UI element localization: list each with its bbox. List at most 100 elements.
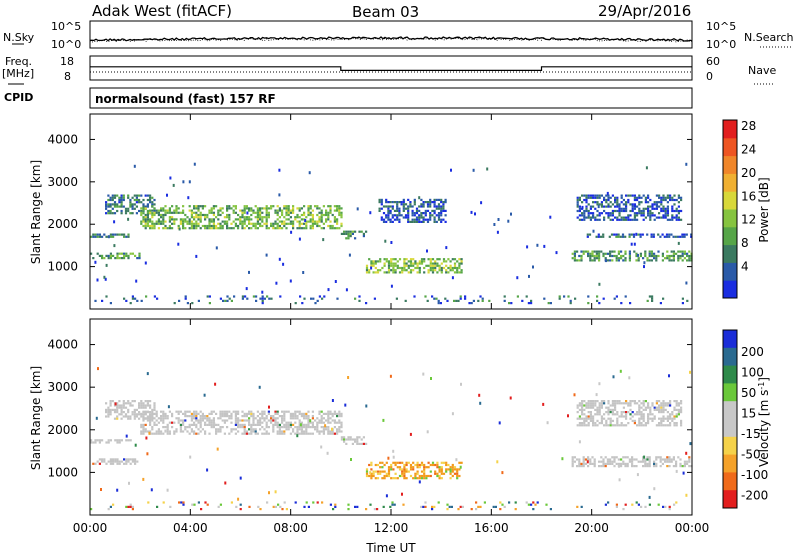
echo-cell <box>241 426 244 429</box>
echo-cell <box>453 299 456 302</box>
echo-cell <box>404 203 408 206</box>
echo-cell <box>583 216 586 219</box>
echo-cell <box>234 205 237 208</box>
echo-cell <box>382 220 386 223</box>
echo-cell <box>164 415 167 418</box>
echo-cell <box>226 415 229 418</box>
echo-cell <box>607 408 610 411</box>
echo-cell <box>420 205 423 208</box>
echo-cell <box>263 297 266 300</box>
echo-cell <box>415 212 419 215</box>
echo-cell <box>162 220 165 223</box>
echo-cell <box>314 205 317 208</box>
echo-cell <box>155 430 158 433</box>
echo-cell <box>638 203 641 206</box>
echo-cell <box>204 213 207 217</box>
echo-cell <box>298 428 301 431</box>
echo-cell <box>677 254 680 258</box>
echo-cell <box>653 252 656 255</box>
echo-cell <box>314 302 317 305</box>
echo-cell <box>607 424 610 427</box>
echo-cell <box>360 438 363 441</box>
noise-panel-frame <box>89 20 693 49</box>
echo-cell <box>589 257 592 260</box>
echo-cell <box>215 423 218 426</box>
echo-cell <box>195 207 198 210</box>
echo-cell <box>228 415 231 418</box>
echo-cell <box>411 209 414 212</box>
echo-cell <box>219 428 222 431</box>
echo-cell <box>182 430 185 433</box>
echo-cell <box>685 451 688 455</box>
echo-cell <box>113 220 116 224</box>
echo-cell <box>594 424 597 427</box>
echo-cell <box>424 212 427 215</box>
y-tick-label: 1000 <box>47 465 78 479</box>
echo-cell <box>90 439 93 442</box>
echo-cell <box>447 266 450 270</box>
echo-cell <box>294 426 297 429</box>
echo-cell <box>383 264 386 267</box>
echo-cell <box>669 196 672 199</box>
echo-cell <box>107 411 110 414</box>
echo-cell <box>234 423 237 426</box>
echo-cell <box>442 209 445 212</box>
echo-cell <box>609 419 612 422</box>
echo-cell <box>614 216 617 219</box>
echo-cell <box>439 302 442 305</box>
echo-cell <box>420 216 423 219</box>
echo-cell <box>595 250 598 253</box>
echo-cell <box>265 227 268 230</box>
echo-cell <box>662 417 665 420</box>
echo-cell <box>642 194 645 197</box>
echo-cell <box>300 432 303 435</box>
echo-cell <box>451 466 454 469</box>
echo-cell <box>149 400 152 403</box>
echo-cell <box>133 198 136 202</box>
echo-cell <box>243 419 246 422</box>
echo-cell <box>164 426 167 429</box>
echo-cell <box>179 428 182 431</box>
echo-cell <box>285 213 288 217</box>
echo-cell <box>318 430 321 433</box>
echo-cell <box>581 194 584 197</box>
echo-cell <box>644 198 647 202</box>
echo-cell <box>642 207 645 210</box>
echo-cell <box>113 408 117 411</box>
echo-cell <box>354 297 357 300</box>
echo-cell <box>259 419 262 422</box>
echo-cell <box>171 227 174 230</box>
echo-cell <box>327 430 330 433</box>
echo-cell <box>668 505 671 508</box>
echo-cell <box>168 218 171 221</box>
echo-cell <box>250 432 253 435</box>
echo-cell <box>296 417 299 420</box>
echo-cell <box>208 222 211 225</box>
y-tick-label: 2000 <box>47 217 78 231</box>
echo-cell <box>688 458 691 461</box>
echo-cell <box>294 421 297 424</box>
echo-cell <box>616 413 619 416</box>
echo-cell <box>669 198 672 202</box>
echo-cell <box>598 218 601 221</box>
echo-cell <box>133 203 136 206</box>
echo-cell <box>660 216 663 219</box>
echo-cell <box>594 216 597 219</box>
echo-cell <box>675 501 678 504</box>
echo-cell <box>640 417 643 420</box>
echo-cell <box>680 400 683 403</box>
echo-cell <box>449 260 452 263</box>
echo-cell <box>131 460 134 463</box>
echo-cell <box>633 216 636 219</box>
echo-cell <box>639 460 642 463</box>
echo-cell <box>101 254 104 257</box>
echo-cell <box>215 432 218 435</box>
echo-cell <box>653 415 656 418</box>
echo-cell <box>451 412 454 416</box>
echo-cell <box>662 400 665 403</box>
echo-cell <box>157 209 160 212</box>
echo-cell <box>409 466 413 469</box>
echo-cell <box>580 462 583 465</box>
echo-cell <box>390 269 393 272</box>
echo-cell <box>587 203 590 206</box>
